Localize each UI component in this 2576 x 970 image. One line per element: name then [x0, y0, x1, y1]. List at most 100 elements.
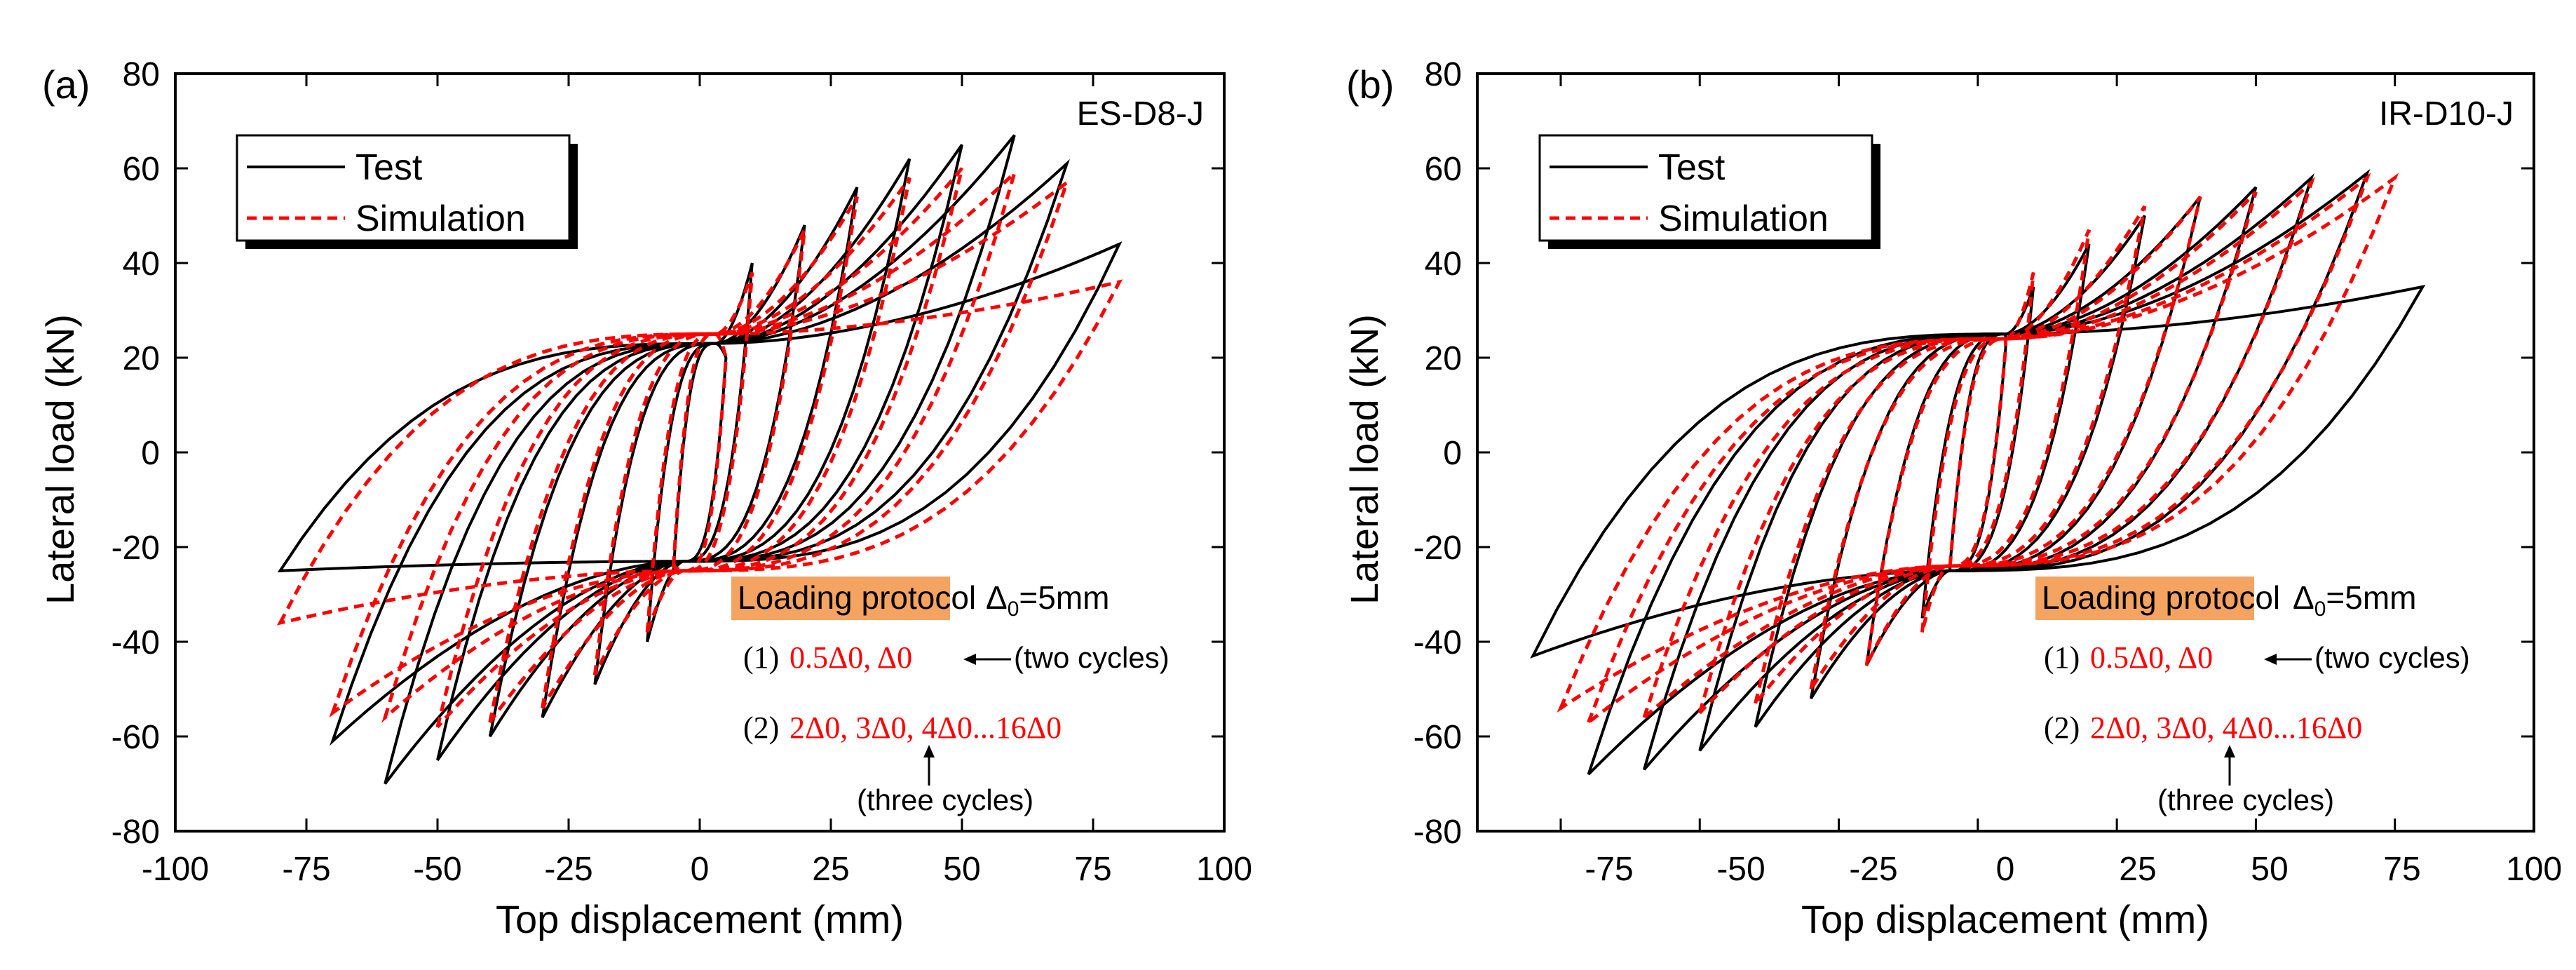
loading-protocol: Loading protocol Δ0=5mm (1) 0.5Δ0, Δ0 (t… [2035, 577, 2470, 816]
simulation-loop [1697, 191, 2258, 715]
test-loop [541, 187, 859, 718]
x-tick-label: 75 [2383, 851, 2420, 888]
simulation-loop [1640, 177, 2316, 723]
y-tick-label: -20 [111, 530, 160, 567]
y-axis-title: Lateral load (kN) [38, 314, 82, 605]
plot-frame [1476, 72, 2535, 833]
legend: Test Simulation [1538, 134, 1880, 249]
panel-label: (b) [1346, 62, 1394, 107]
delta-subscript: 0 [1008, 598, 1019, 621]
simulation-loop [1864, 229, 2091, 666]
x-tick-label: -75 [1585, 851, 1633, 888]
test-loop [330, 159, 1070, 746]
x-tick-label: -50 [1716, 851, 1765, 888]
specimen-label: IR-D10-J [2379, 95, 2514, 133]
y-tick-label: 40 [1425, 245, 1462, 283]
simulation-loop [488, 177, 911, 724]
legend-label-simulation: Simulation [1658, 198, 1829, 239]
x-axis-title: Top displacement (mm) [496, 897, 904, 941]
x-tick-label: 0 [691, 851, 710, 888]
x-tick-label: 100 [1196, 851, 1252, 888]
test-loop [1587, 168, 2371, 776]
y-tick-label: 20 [123, 340, 160, 377]
simulation-loop [435, 167, 964, 729]
simulation-loop [329, 177, 1071, 718]
step1-arrow [2264, 654, 2312, 665]
y-tick-label: 0 [1443, 435, 1462, 472]
y-tick-label: 60 [123, 151, 160, 188]
test-loop [1865, 243, 2091, 666]
x-tick-label: 100 [2506, 851, 2562, 888]
simulation-loop [541, 196, 859, 709]
legend: Test Simulation [236, 134, 578, 249]
delta-symbol: Δ [2293, 579, 2314, 616]
x-tick-labels: -75 -50 -25 0 25 50 75 100 [1585, 851, 2562, 888]
x-tick-label: -25 [544, 851, 592, 888]
x-tick-label: 50 [943, 851, 980, 888]
specimen-label: ES-D8-J [1077, 95, 1204, 133]
x-tick-label: 25 [812, 851, 849, 888]
delta-symbol: Δ [986, 579, 1008, 616]
loading-protocol: Loading protocol Δ0=5mm (1) 0.5Δ0, Δ0 (t… [731, 577, 1170, 816]
simulation-loop [1809, 205, 2147, 690]
x-tick-label: -50 [413, 851, 461, 888]
protocol-step2-number: (2) [743, 710, 779, 745]
protocol-step1-number: (1) [2044, 640, 2080, 675]
x-tick-label: 25 [2119, 851, 2156, 888]
delta-subscript: 0 [2314, 598, 2326, 621]
y-tick-label: -60 [1414, 719, 1462, 756]
x-tick-label: 50 [2251, 851, 2288, 888]
protocol-title: Loading protocol [2042, 579, 2280, 616]
protocol-delta: Δ0=5mm [986, 579, 1110, 621]
test-loop [1809, 215, 2146, 700]
simulation-loop [1754, 195, 2202, 705]
delta-value: =5mm [1019, 579, 1109, 616]
y-tick-label: -20 [1414, 530, 1462, 567]
simulation-loop [1948, 337, 2007, 568]
simulation-loop [592, 229, 807, 676]
y-tick-label: 0 [141, 435, 160, 472]
protocol-step1-note: (two cycles) [1014, 641, 1170, 674]
y-tick-label: 20 [1425, 340, 1462, 377]
protocol-step1-number: (1) [743, 640, 779, 675]
step2-arrow [2224, 745, 2235, 786]
test-loop [593, 224, 806, 685]
y-tick-label: 40 [123, 245, 160, 283]
y-tick-label: -80 [1414, 814, 1462, 851]
x-tick-label: 75 [1074, 851, 1111, 888]
protocol-highlight [2035, 577, 2254, 620]
simulation-loop [381, 167, 1018, 723]
x-tick-label: 0 [1996, 851, 2015, 888]
protocol-step1-amplitudes: 0.5Δ0, Δ0 [789, 640, 912, 675]
panel-a: (a) Lateral load (kN) Top displacement (… [38, 56, 1252, 941]
protocol-step1-note: (two cycles) [2314, 641, 2470, 674]
y-tick-label: -60 [111, 719, 160, 756]
simulation-loop [645, 271, 754, 633]
protocol-step2-note: (three cycles) [857, 783, 1033, 816]
simulation-loop [1920, 271, 2035, 633]
test-loop [1530, 284, 2426, 659]
protocol-step2-number: (2) [2044, 710, 2080, 745]
protocol-step2-amplitudes: 2Δ0, 3Δ0, 4Δ0...16Δ0 [789, 710, 1062, 745]
delta-value: =5mm [2326, 579, 2416, 616]
step1-arrow [963, 654, 1011, 665]
test-loop [488, 158, 911, 738]
protocol-highlight [731, 577, 950, 620]
legend-label-test: Test [355, 147, 423, 188]
y-tick-label: -80 [111, 814, 160, 851]
test-loop [1642, 173, 2314, 771]
y-tick-labels: 80 60 40 20 0 -20 -40 -60 -80 [111, 56, 160, 851]
y-tick-label: 60 [1425, 151, 1462, 188]
legend-box [1538, 134, 1873, 242]
x-tick-labels: -100 -75 -50 -25 0 25 50 75 100 [142, 851, 1252, 888]
legend-box [236, 134, 571, 242]
plot-frame [174, 72, 1226, 833]
x-tick-label: -100 [142, 851, 209, 888]
test-loop [277, 241, 1123, 572]
protocol-step2-amplitudes: 2Δ0, 3Δ0, 4Δ0...16Δ0 [2090, 710, 2362, 745]
panel-b: (b) Lateral load (kN) Top displacement (… [1342, 56, 2562, 941]
y-tick-labels: 80 60 40 20 0 -20 -40 -60 -80 [1414, 56, 1462, 851]
protocol-step2-note: (three cycles) [2157, 783, 2334, 816]
simulation-loop [1585, 173, 2371, 728]
